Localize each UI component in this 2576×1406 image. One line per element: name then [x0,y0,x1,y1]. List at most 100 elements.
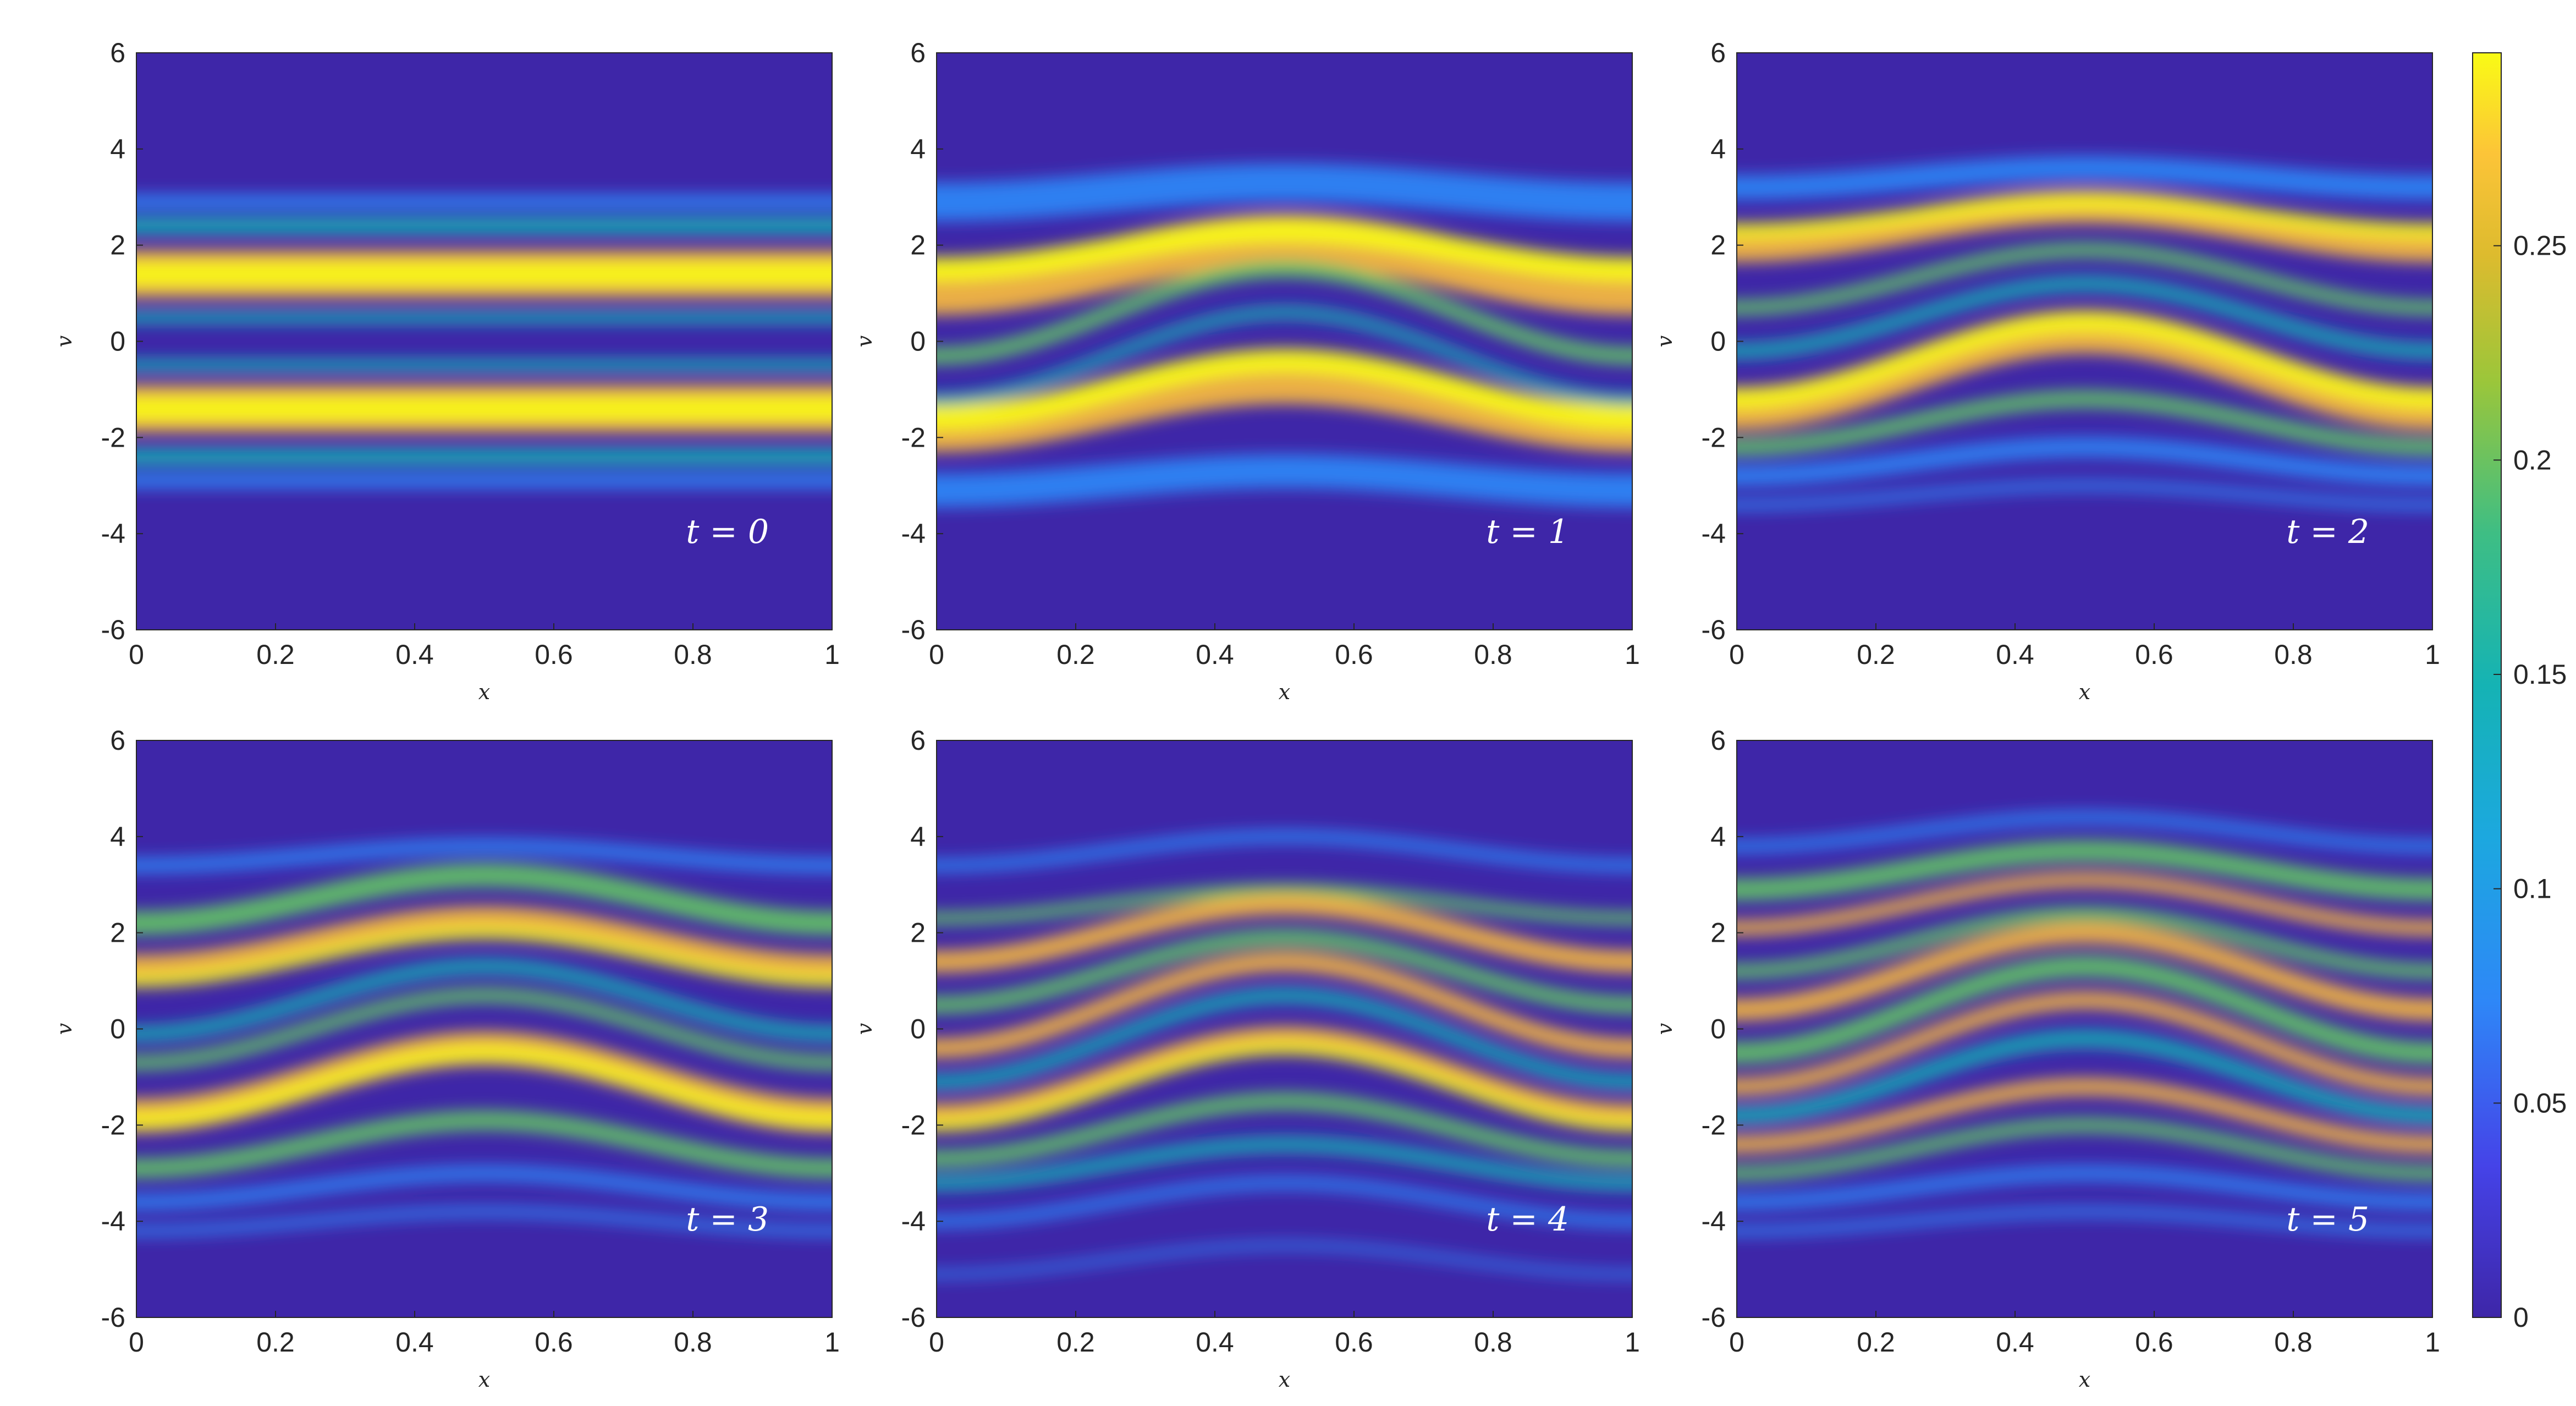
density-band [1737,991,2432,1095]
density-band [1737,1030,2432,1124]
density-band [1737,922,2432,1021]
density-band [1737,276,2432,359]
y-tick-label: -4 [1702,1206,1726,1237]
time-label: t = 4 [1486,1200,1569,1239]
x-tick-label: 1 [2425,1327,2440,1358]
panel-0: 0 0.2 0.4 0.6 0.8 1 -6 -4 -2 0 2 4 6 x v t = 0 [52,37,840,704]
y-tick-label: 4 [910,821,926,852]
panel-5: 0 0.2 0.4 0.6 0.8 1 -6 -4 -2 0 2 4 6 x v t = 5 [1653,725,2440,1392]
density-band [1737,872,2432,935]
density-band [1737,156,2432,200]
density-band [937,454,1632,508]
density-band [136,1046,832,1128]
y-tick-label: -6 [901,614,926,645]
density-band [937,830,1632,872]
time-label: t = 5 [2286,1200,2369,1239]
density-band [1737,1078,2432,1153]
density-band [937,1092,1632,1167]
colorbar-gradient [2472,52,2502,1318]
density-band [1737,840,2432,900]
density-band [1737,1118,2432,1180]
x-tick-label: 1 [1625,1327,1640,1358]
x-tick-label: 0.4 [1996,639,2034,670]
panel-3: 0 0.2 0.4 0.6 0.8 1 -6 -4 -2 0 2 4 6 x v t = 3 [52,725,840,1392]
colorbar-tick-label: 0.05 [2513,1088,2567,1118]
x-axis-label: x [1279,680,1290,704]
y-tick-label: 6 [910,725,926,756]
colorbar-tick-label: 0.1 [2513,874,2552,904]
density-band [136,1111,832,1178]
density-band [937,1242,1632,1278]
x-axis-label: x [478,680,490,704]
y-tick-label: 0 [1710,1014,1726,1045]
y-tick-label: 6 [1710,37,1726,68]
y-axis-label: v [1653,1023,1677,1035]
x-tick-label: 0.4 [395,1327,434,1358]
x-axis-label: x [2079,680,2090,704]
density-band [136,1206,832,1236]
density-band [136,217,832,234]
y-tick-label: 0 [910,1014,926,1045]
panel-1: 0 0.2 0.4 0.6 0.8 1 -6 -4 -2 0 2 4 6 x v t = 1 [852,37,1640,704]
y-tick-label: 6 [1710,725,1726,756]
y-tick-label: -6 [1702,614,1726,645]
density-band [136,397,832,421]
x-tick-label: 0.6 [535,1327,573,1358]
y-tick-label: 2 [1710,918,1726,948]
y-tick-label: 2 [110,918,125,948]
x-tick-label: 0.4 [1196,639,1234,670]
colorbar-tick-label: 0 [2513,1302,2529,1333]
colorbar: 0 0.05 0.1 0.15 0.2 0.25 [2472,52,2567,1333]
x-axis-label: x [2079,1367,2090,1392]
x-tick-label: 0.4 [1196,1327,1234,1358]
y-axis-label: v [52,1023,76,1035]
y-tick-label: 0 [110,1014,125,1045]
x-tick-label: 0.2 [1857,639,1895,670]
x-tick-label: 0.6 [2135,1327,2173,1358]
colorbar-tick-label: 0.25 [2513,230,2567,261]
x-tick-label: 0.2 [1857,1327,1895,1358]
x-tick-label: 1 [1625,639,1640,670]
heatmap-5 [1737,740,2432,1317]
density-band [937,306,1632,405]
density-band [136,863,832,935]
y-tick-label: -2 [101,1110,125,1140]
colorbar-tick-label: 0.15 [2513,659,2567,690]
y-tick-label: 6 [110,725,125,756]
heatmap-background [136,740,832,1317]
y-tick-label: -2 [101,422,125,453]
density-band [136,839,832,873]
x-tick-label: 0.2 [1056,639,1095,670]
time-label: t = 0 [686,513,769,551]
density-band [136,194,832,210]
x-tick-label: 1 [2425,639,2440,670]
y-tick-label: 4 [110,134,125,164]
y-tick-label: 2 [910,918,926,948]
y-tick-label: 2 [110,230,125,261]
y-tick-label: -4 [1702,518,1726,549]
density-band [136,262,832,286]
x-tick-label: 0.8 [674,639,712,670]
density-band [136,1166,832,1210]
x-tick-label: 0 [1729,1327,1744,1358]
x-tick-label: 0.6 [1335,1327,1373,1358]
time-label: t = 1 [1486,513,1569,551]
density-band [937,988,1632,1089]
density-band [937,218,1632,282]
y-tick-label: -6 [101,1302,125,1333]
y-axis-label: v [1653,335,1677,347]
y-tick-label: 0 [110,326,125,357]
density-band [937,893,1632,973]
x-tick-label: 0.6 [1335,639,1373,670]
y-tick-label: -6 [901,1302,926,1333]
x-tick-label: 0.8 [2274,1327,2313,1358]
density-band [1737,481,2432,510]
density-band [937,1177,1632,1228]
density-band [136,311,832,323]
density-band [136,988,832,1070]
density-band [1737,312,2432,409]
y-tick-label: -2 [1702,1110,1726,1140]
heatmap-0 [136,53,832,630]
colorbar-tick-label: 0.2 [2513,444,2552,475]
y-tick-label: 6 [910,37,926,68]
